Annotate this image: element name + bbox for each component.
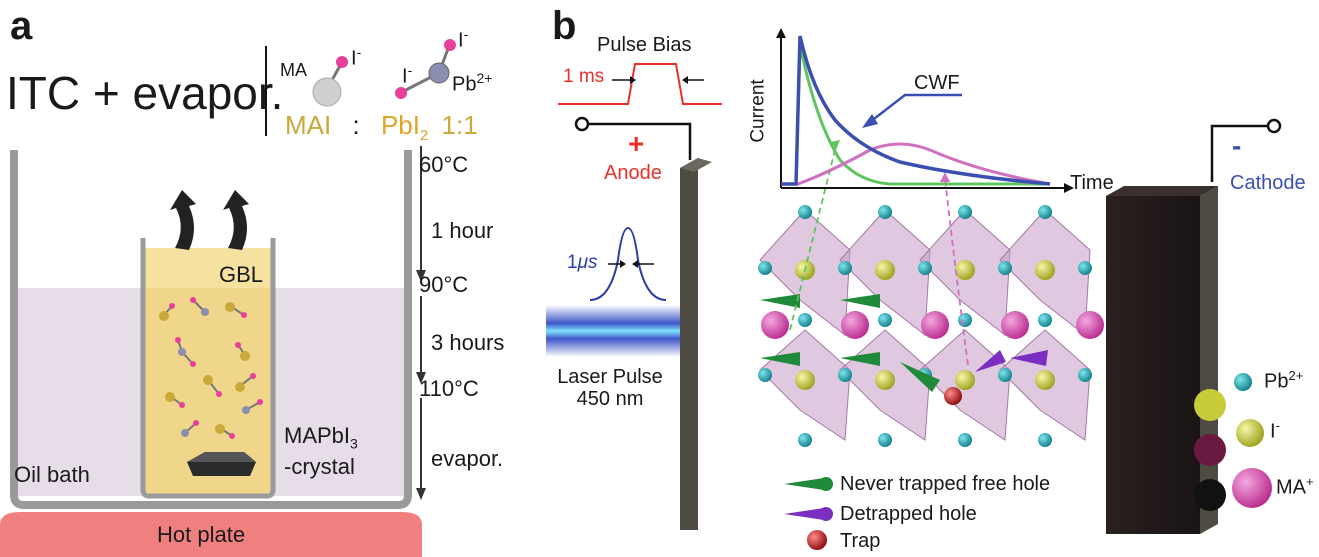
timeline-1-hour: 1 hour [431,218,494,243]
timeline-110c: 110°C [419,376,479,401]
legend-detrapped-hole: Detrapped hole [840,503,977,525]
crystal-formula: MAPbI [284,423,351,448]
name-separator: : [352,110,360,140]
legend-free-hole: Never trapped free hole [840,473,1051,495]
timeline-3-hours: 3 hours [431,330,505,355]
mai-ma-label: MA [280,60,307,80]
pulse-bias-label: Pulse Bias [597,34,692,56]
crystal-label: MAPbI3 -crystal [284,424,358,479]
laser-width-label: 1μs [567,252,598,274]
mai-iodide-label: I- [351,44,361,71]
crystal-label-line2: -crystal [284,454,355,480]
legend-i-charge: - [1275,418,1280,433]
hot-plate-label: Hot plate [157,522,246,547]
timeline-60c: 60°C [419,152,469,177]
mai-name: MAI [285,110,332,140]
laser-width-number: 1 [567,252,578,273]
pbi2-iodide-top-label: I- [458,26,468,53]
anode-sign: + [628,128,645,159]
crystal-formula-sub: 3 [350,435,358,452]
pbi2-iodide-top-charge: - [463,26,469,42]
laser-pulse-line2: 450 nm [576,388,644,410]
legend-pb-ion: Pb2+ [1264,368,1303,394]
axis-x-label: Time [1070,172,1114,194]
laser-width-unit: μs [577,252,598,273]
pbi2-lead-label: Pb2+ [452,70,492,97]
pbi2-lead-symbol: Pb [452,73,477,96]
legend-i-ion: I- [1270,418,1280,444]
precursor-names: MAI : PbI2 1:1 [285,110,478,144]
legend-ma-ion: MA+ [1276,474,1314,500]
mai-iodide-symbol: I [351,47,357,70]
molar-ratio: 1:1 [441,110,478,140]
cathode-label: Cathode [1230,172,1306,194]
pbi2-lead-charge: 2+ [476,70,493,86]
pbi2-name: PbI2 [380,110,428,144]
legend-pb-charge: 2+ [1288,368,1304,383]
panel-b-label: b [552,4,577,48]
laser-pulse-label: Laser Pulse 450 nm [555,366,665,410]
pbi2-iodide-left-symbol: I [402,65,408,88]
legend-pb-symbol: Pb [1264,370,1289,393]
pbi2-iodide-left-charge: - [407,62,413,78]
mai-iodide-charge: - [356,44,362,60]
cwf-label: CWF [914,72,960,94]
pbi2-name-sub: 2 [419,127,429,145]
method-title: ITC + evapor. [6,67,284,119]
laser-pulse-line1: Laser Pulse [557,366,663,388]
legend-i-symbol: I [1270,420,1276,443]
legend-ma-symbol: MA [1276,476,1306,499]
axis-y-label: Current [747,79,769,143]
cathode-sign: - [1232,130,1242,161]
solvent-label: GBL [219,262,264,287]
timeline-evapor: evapor. [431,446,504,471]
pbi2-iodide-top-symbol: I [458,29,464,52]
panel-a-label: a [10,4,33,48]
pulse-width-label: 1 ms [563,66,605,87]
oil-bath-label: Oil bath [14,462,90,487]
pbi2-name-main: PbI [380,110,420,140]
anode-label: Anode [604,162,662,184]
timeline-90c: 90°C [419,272,469,297]
legend-ma-charge: + [1306,474,1314,489]
legend-trap: Trap [840,530,881,552]
crystal-label-line1: MAPbI3 [284,424,358,455]
pbi2-iodide-left-label: I- [402,62,412,89]
